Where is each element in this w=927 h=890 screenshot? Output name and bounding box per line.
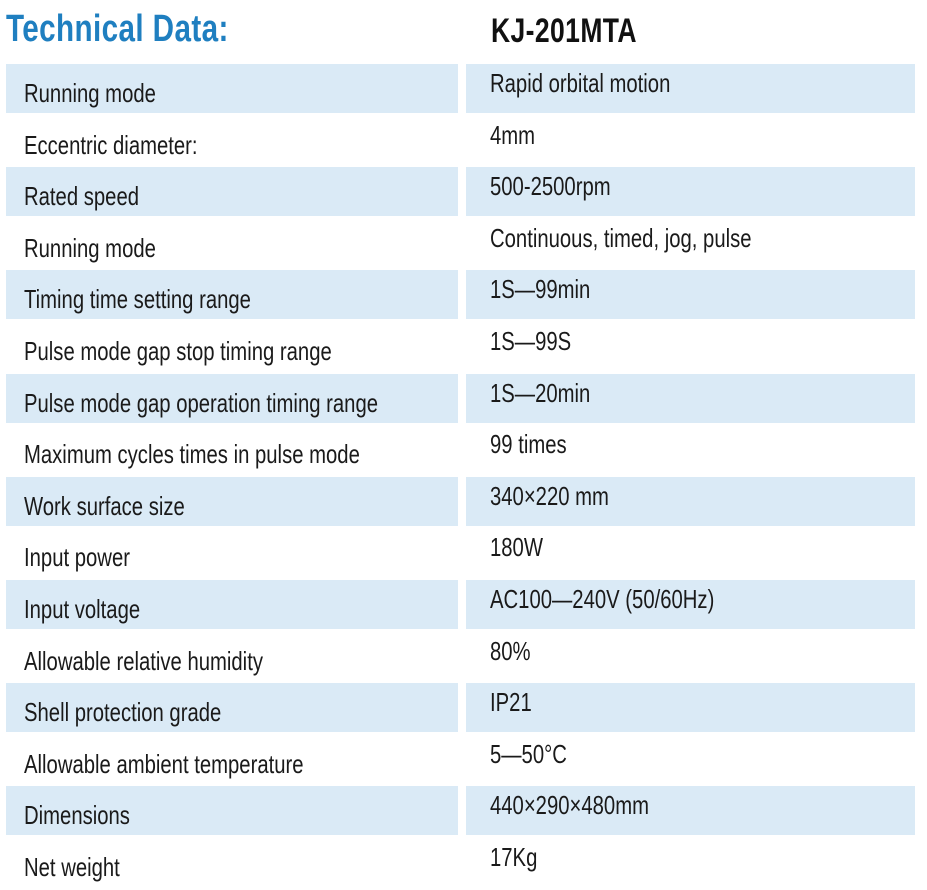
spec-value: 1S—99min bbox=[490, 274, 591, 305]
table-row: Timing time setting range 1S—99min bbox=[6, 270, 915, 322]
model-name: KJ-201MTA bbox=[491, 12, 637, 50]
table-row: Input voltage AC100—240V (50/60Hz) bbox=[6, 579, 915, 632]
spec-label-cell: Pulse mode gap operation timing range bbox=[6, 373, 458, 423]
spec-label-cell: Rated speed bbox=[6, 167, 458, 217]
spec-value-cell: 1S—20min bbox=[466, 373, 915, 423]
spec-value-cell: AC100—240V (50/60Hz) bbox=[466, 579, 915, 629]
spec-value: 340×220 mm bbox=[490, 480, 609, 511]
spec-value-cell: IP21 bbox=[466, 683, 915, 733]
spec-value-cell: Rapid orbital motion bbox=[466, 64, 915, 113]
table-row: Running mode Rapid orbital motion bbox=[6, 64, 915, 116]
spec-value: 180W bbox=[490, 532, 543, 563]
table-row: Rated speed 500-2500rpm bbox=[6, 167, 915, 219]
spec-label: Eccentric diameter: bbox=[24, 129, 198, 160]
spec-value: IP21 bbox=[490, 687, 532, 718]
table-row: Input power 180W bbox=[6, 528, 915, 580]
spec-label: Pulse mode gap stop timing range bbox=[24, 335, 332, 366]
spec-label-cell: Work surface size bbox=[6, 476, 458, 526]
spec-value: 1S—20min bbox=[490, 377, 591, 408]
spec-value: Rapid orbital motion bbox=[490, 68, 671, 98]
table-row: Pulse mode gap operation timing range 1S—… bbox=[6, 373, 915, 426]
table-row: Running mode Continuous, timed, jog, puls… bbox=[6, 219, 915, 271]
spec-label-cell: Timing time setting range bbox=[6, 270, 458, 320]
spec-label-cell: Allowable ambient temperature bbox=[6, 735, 458, 784]
spec-value: 80% bbox=[490, 635, 531, 666]
spec-value-cell: 80% bbox=[466, 632, 915, 681]
table-row: Dimensions 440×290×480mm bbox=[6, 786, 915, 838]
spec-label: Running mode bbox=[24, 232, 156, 263]
spec-label-cell: Running mode bbox=[6, 64, 458, 113]
spec-value: 500-2500rpm bbox=[490, 171, 611, 202]
spec-label-cell: Running mode bbox=[6, 219, 458, 268]
spec-value-cell: Continuous, timed, jog, pulse bbox=[466, 219, 915, 268]
table-row: Work surface size 340×220 mm bbox=[6, 476, 915, 529]
spec-label-cell: Shell protection grade bbox=[6, 683, 458, 733]
spec-value: Continuous, timed, jog, pulse bbox=[490, 222, 752, 253]
spec-value-cell: 440×290×480mm bbox=[466, 786, 915, 836]
spec-value-cell: 1S—99min bbox=[466, 270, 915, 320]
spec-value: 5—50°C bbox=[490, 738, 567, 769]
spec-label-cell: Input power bbox=[6, 528, 458, 577]
spec-value: 440×290×480mm bbox=[490, 790, 649, 821]
section-title: Technical Data: bbox=[6, 8, 229, 50]
spec-label: Work surface size bbox=[24, 490, 185, 521]
spec-value: 4mm bbox=[490, 119, 536, 150]
spec-value: 17Kg bbox=[490, 841, 538, 872]
spec-label-cell: Dimensions bbox=[6, 786, 458, 836]
spec-label: Input power bbox=[24, 542, 130, 573]
spec-value-cell: 5—50°C bbox=[466, 735, 915, 784]
spec-value-cell: 340×220 mm bbox=[466, 476, 915, 526]
spec-label-cell: Input voltage bbox=[6, 579, 458, 629]
table-row: Pulse mode gap stop timing range 1S—99S bbox=[6, 322, 915, 374]
spec-label-cell: Maximum cycles times in pulse mode bbox=[6, 425, 458, 474]
spec-value-cell: 1S—99S bbox=[466, 322, 915, 371]
spec-label: Allowable relative humidity bbox=[24, 645, 263, 676]
spec-value-cell: 17Kg bbox=[466, 838, 915, 887]
spec-label: Running mode bbox=[24, 78, 156, 108]
spec-value-cell: 99 times bbox=[466, 425, 915, 474]
spec-label: Maximum cycles times in pulse mode bbox=[24, 439, 360, 470]
spec-value: 1S—99S bbox=[490, 325, 572, 356]
spec-label: Net weight bbox=[24, 851, 120, 882]
header: Technical Data: KJ-201MTA bbox=[0, 0, 927, 60]
table-row: Shell protection grade IP21 bbox=[6, 683, 915, 735]
spec-label: Rated speed bbox=[24, 181, 140, 212]
spec-label: Dimensions bbox=[24, 800, 130, 831]
spec-label-cell: Allowable relative humidity bbox=[6, 632, 458, 681]
spec-label: Timing time setting range bbox=[24, 284, 251, 315]
spec-label: Allowable ambient temperature bbox=[24, 748, 304, 779]
spec-label: Pulse mode gap operation timing range bbox=[24, 387, 379, 418]
spec-label: Input voltage bbox=[24, 593, 141, 624]
table-row: Maximum cycles times in pulse mode 99 tim… bbox=[6, 425, 915, 477]
spec-value-cell: 500-2500rpm bbox=[466, 167, 915, 217]
spec-value-cell: 180W bbox=[466, 528, 915, 577]
spec-label-cell: Net weight bbox=[6, 838, 458, 887]
spec-value-cell: 4mm bbox=[466, 116, 915, 165]
table-row: Allowable relative humidity 80% bbox=[6, 632, 915, 684]
table-row: Net weight 17Kg bbox=[6, 838, 915, 890]
spec-label-cell: Eccentric diameter: bbox=[6, 116, 458, 165]
spec-label: Shell protection grade bbox=[24, 697, 222, 728]
spec-table: Running mode Rapid orbital motion Eccentri… bbox=[6, 64, 915, 890]
spec-value: AC100—240V (50/60Hz) bbox=[490, 583, 715, 614]
table-row: Allowable ambient temperature 5—50°C bbox=[6, 735, 915, 787]
spec-label-cell: Pulse mode gap stop timing range bbox=[6, 322, 458, 371]
table-row: Eccentric diameter: 4mm bbox=[6, 116, 915, 168]
spec-value: 99 times bbox=[490, 429, 567, 460]
